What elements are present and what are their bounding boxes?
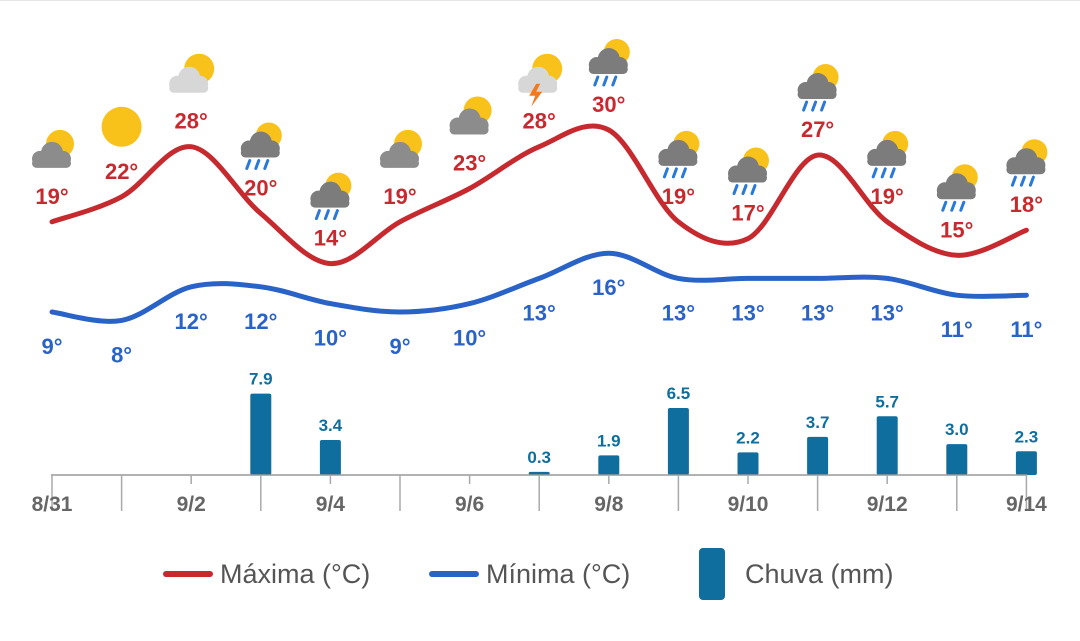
rain-value-label: 3.0 (945, 420, 969, 439)
min-temp-label: 13° (871, 300, 904, 325)
legend-max-label: Máxima (°C) (220, 559, 370, 589)
rain-value-label: 1.9 (597, 431, 621, 450)
partly-cloudy-icon (449, 96, 492, 135)
rain-value-label: 6.5 (667, 384, 691, 403)
min-temp-label: 10° (314, 326, 347, 351)
rain-bar (319, 439, 341, 475)
rain-value-label: 0.3 (527, 448, 551, 467)
min-temp-label: 13° (731, 300, 764, 325)
max-temp-label: 19° (35, 184, 68, 209)
max-temp-label: 27° (801, 117, 834, 142)
cloud-rain-icon (310, 172, 352, 221)
min-temp-label: 16° (592, 275, 625, 300)
rain-bar (807, 436, 829, 475)
rain-bar (737, 452, 759, 475)
sunny-icon (101, 106, 142, 147)
partly-cloudy-icon (380, 129, 422, 168)
cloud-rain-icon (728, 147, 769, 196)
min-temp-label: 11° (941, 317, 973, 342)
max-temp-label: 17° (731, 201, 764, 226)
min-temp-label: 13° (662, 300, 695, 325)
min-temp-label: 9° (389, 334, 410, 359)
rain-bar (946, 444, 968, 475)
x-tick-label: 9/6 (455, 493, 484, 516)
cloud-rain-icon (797, 64, 839, 112)
x-tick-label: 9/10 (728, 493, 769, 516)
cloud-rain-icon (936, 164, 978, 212)
legend-min-label: Mínima (°C) (486, 559, 630, 589)
max-temp-label: 15° (940, 217, 973, 242)
sun-cloud-icon (169, 53, 215, 93)
min-temp-label: 12° (175, 309, 208, 334)
max-temp-label: 19° (662, 184, 695, 209)
min-temp-label: 13° (523, 300, 556, 325)
cloud-rain-icon (240, 122, 282, 170)
rain-value-label: 5.7 (875, 392, 899, 411)
rain-bar (876, 416, 898, 475)
max-temp-label: 20° (244, 176, 277, 201)
x-tick-label: 9/14 (1006, 493, 1047, 516)
x-tick-label: 8/31 (32, 493, 73, 516)
cloud-rain-icon (588, 39, 630, 87)
x-tick-label: 9/4 (316, 493, 346, 516)
max-temp-label: 22° (105, 159, 138, 184)
max-temp-label: 19° (383, 184, 416, 209)
min-temp-label: 10° (453, 326, 486, 351)
rain-bar (598, 455, 620, 475)
max-temp-label: 14° (314, 226, 347, 251)
legend-rain-swatch (699, 548, 725, 600)
max-temp-label: 30° (592, 92, 625, 117)
cloud-rain-icon (1006, 139, 1048, 187)
min-temp-label: 13° (801, 300, 834, 325)
legend-rain-label: Chuva (mm) (745, 559, 894, 589)
rain-value-label: 2.2 (736, 428, 760, 447)
cloud-rain-icon (867, 130, 909, 179)
min-temp-label: 11° (1010, 317, 1042, 342)
rain-bar (250, 393, 272, 475)
rain-bar (528, 471, 550, 475)
min-temp-label: 9° (41, 334, 62, 359)
max-temp-label: 19° (871, 184, 904, 209)
min-temp-label: 8° (111, 342, 132, 367)
max-temp-line (49, 123, 1029, 267)
x-tick-label: 9/2 (177, 493, 206, 516)
thunderstorm-icon (518, 53, 563, 107)
min-temp-label: 12° (244, 309, 277, 334)
top-divider (0, 0, 1080, 1)
x-tick-label: 9/12 (867, 493, 908, 516)
rain-bar (1015, 451, 1037, 475)
min-temp-line (49, 250, 1029, 324)
rain-value-label: 7.9 (249, 370, 273, 389)
max-temp-label: 18° (1010, 192, 1043, 217)
cloud-rain-icon (658, 130, 700, 179)
rain-value-label: 3.7 (806, 413, 830, 432)
x-tick-label: 9/8 (594, 493, 624, 516)
max-temp-label: 28° (175, 109, 208, 134)
rain-bar (667, 408, 689, 475)
partly-cloudy-icon (32, 129, 74, 168)
rain-value-label: 2.3 (1015, 427, 1039, 446)
max-temp-label: 23° (453, 150, 486, 175)
max-temp-label: 28° (523, 109, 556, 134)
rain-value-label: 3.4 (319, 416, 343, 435)
